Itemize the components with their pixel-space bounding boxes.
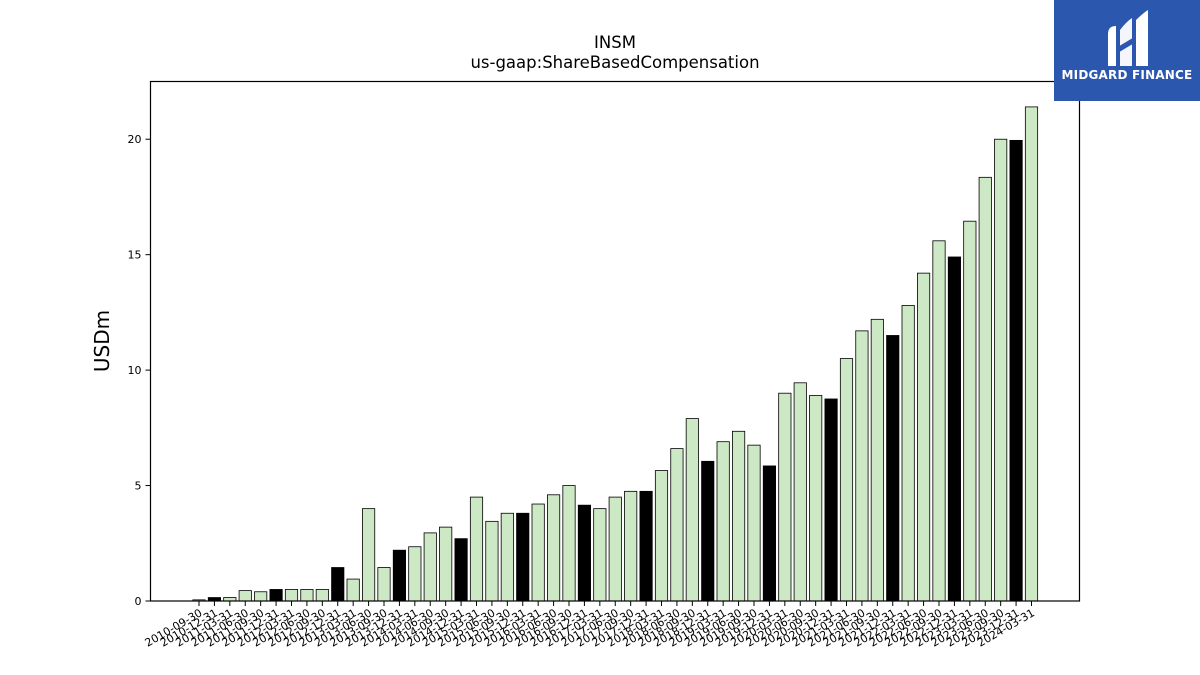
bar-2014-09-30 (439, 526, 453, 602)
bar-2014-03-31 (408, 546, 422, 602)
bar-2013-03-31 (346, 578, 360, 602)
bar-2017-03-31 (593, 508, 607, 602)
bar-2011-09-30 (254, 591, 268, 602)
bar-2020-03-31 (778, 392, 792, 602)
bar-2016-12-31 (577, 504, 591, 602)
bar-2012-09-30 (315, 589, 329, 602)
bar-2023-12-31 (1009, 139, 1023, 602)
bar-2018-12-31 (701, 460, 715, 602)
bar-2015-09-30 (500, 512, 514, 602)
bar-2019-09-30 (747, 444, 761, 602)
plot-frame (149, 80, 1081, 602)
bar-2013-12-31 (392, 549, 406, 602)
bar-2012-12-31 (331, 567, 345, 602)
midgard-logo-icon (1108, 10, 1148, 66)
bar-2020-09-30 (809, 395, 823, 602)
bar-2017-06-30 (608, 496, 622, 602)
bar-2021-09-30 (870, 318, 884, 602)
chart-title: INSM (594, 33, 636, 52)
x-axis-ticks: 2010-09-302010-12-312011-03-312011-06-30… (143, 601, 1037, 650)
bar-2020-06-30 (793, 382, 807, 602)
bar-2024-03-31 (1024, 106, 1039, 602)
logo-text: MIDGARD FINANCE (1061, 68, 1193, 82)
bar-2019-06-30 (732, 430, 746, 602)
y-tick-label: 5 (135, 480, 142, 493)
bar-2014-06-30 (423, 532, 437, 602)
bar-2018-09-30 (685, 418, 699, 602)
bar-2017-09-30 (624, 490, 638, 602)
midgard-finance-logo: MIDGARD FINANCE (1054, 0, 1200, 101)
y-axis-label: USDm (90, 310, 114, 372)
y-tick-label: 10 (128, 364, 142, 377)
y-tick-label: 20 (128, 133, 142, 146)
chart-subtitle: us-gaap:ShareBasedCompensation (470, 53, 759, 72)
bar-2022-09-30 (932, 240, 946, 602)
y-tick-label: 15 (128, 249, 142, 262)
bar-2019-12-31 (762, 465, 776, 602)
bar-2021-03-31 (839, 358, 854, 602)
bar-2018-06-30 (670, 448, 684, 602)
bar-2015-06-30 (485, 520, 499, 602)
y-axis-ticks: 0 5 10 15 20 (128, 133, 151, 608)
bar-2023-03-31 (963, 220, 977, 602)
bar-2013-09-30 (377, 567, 391, 602)
bar-2011-12-31 (269, 589, 283, 602)
bar-2012-03-31 (284, 589, 299, 602)
bar-2023-09-30 (994, 138, 1008, 602)
bar-2013-06-30 (362, 508, 376, 602)
bar-2014-12-31 (454, 538, 468, 602)
bar-2018-03-31 (654, 470, 669, 602)
bar-2019-03-31 (716, 441, 730, 602)
bar-2016-09-30 (562, 485, 576, 602)
bar-2022-12-31 (947, 256, 961, 602)
bar-2022-03-31 (901, 305, 915, 602)
bar-2016-06-30 (547, 494, 561, 602)
bar-2015-03-31 (469, 496, 484, 602)
bar-2012-06-30 (300, 589, 314, 602)
bar-2023-06-30 (978, 176, 992, 602)
bar-2016-03-31 (531, 503, 545, 602)
bar-2021-12-31 (886, 335, 900, 602)
bar-2020-12-31 (824, 398, 838, 602)
bar-2011-06-30 (238, 590, 252, 602)
bar-2022-06-30 (917, 272, 931, 602)
bars-group (192, 106, 1039, 602)
y-tick-label: 0 (135, 595, 142, 608)
bar-2017-12-31 (639, 490, 653, 602)
bar-2021-06-30 (855, 330, 869, 602)
bar-2015-12-31 (516, 512, 530, 602)
